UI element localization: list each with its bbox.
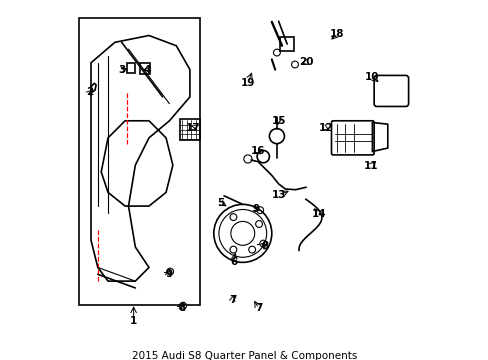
Bar (140, 63, 150, 74)
Text: 7: 7 (228, 295, 236, 305)
Bar (126, 63, 135, 73)
Text: 5: 5 (217, 198, 224, 208)
Text: 4: 4 (143, 64, 151, 75)
Text: 19: 19 (240, 77, 255, 87)
Text: 8: 8 (179, 303, 185, 313)
Text: 18: 18 (329, 29, 344, 39)
Text: 20: 20 (299, 57, 313, 67)
Text: 8: 8 (261, 241, 268, 251)
Text: 9: 9 (252, 204, 259, 214)
Text: 10: 10 (365, 72, 379, 82)
Text: 17: 17 (185, 123, 200, 133)
Text: 9: 9 (165, 269, 172, 279)
FancyBboxPatch shape (373, 75, 408, 107)
Text: 11: 11 (364, 161, 378, 171)
Text: 12: 12 (318, 123, 332, 133)
Bar (179, 119, 200, 140)
Bar (79, 18, 200, 305)
Text: 15: 15 (271, 116, 285, 126)
Text: 13: 13 (271, 190, 286, 200)
Text: 3: 3 (119, 64, 126, 75)
Text: 1: 1 (130, 316, 137, 327)
Text: 2: 2 (86, 87, 93, 98)
Text: 14: 14 (311, 208, 325, 219)
Text: 16: 16 (250, 147, 265, 157)
Bar (280, 37, 293, 51)
Text: 7: 7 (255, 303, 262, 314)
Text: 6: 6 (229, 257, 237, 267)
Text: 2015 Audi S8 Quarter Panel & Components: 2015 Audi S8 Quarter Panel & Components (132, 351, 356, 360)
